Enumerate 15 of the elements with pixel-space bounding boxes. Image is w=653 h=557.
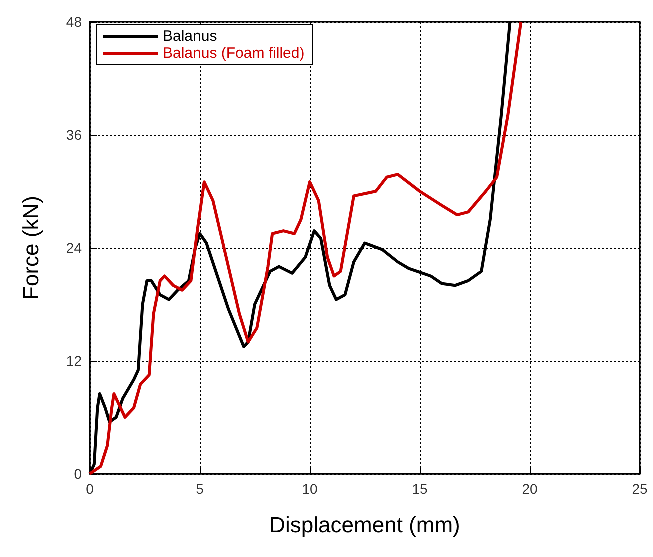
y-tick-label: 48 (66, 14, 82, 30)
legend-label: Balanus (Foam filled) (163, 45, 305, 62)
y-tick-label: 36 (66, 127, 82, 143)
y-tick-label: 12 (66, 353, 82, 369)
x-tick-label: 25 (632, 481, 648, 497)
legend-label: Balanus (163, 28, 218, 45)
y-tick-label: 24 (66, 240, 82, 256)
y-tick-label: 0 (74, 466, 82, 482)
x-tick-label: 5 (196, 481, 204, 497)
x-tick-label: 15 (412, 481, 428, 497)
x-axis-title: Displacement (mm) (270, 512, 460, 538)
x-tick-label: 10 (302, 481, 318, 497)
y-axis-title: Force (kN) (18, 196, 44, 300)
x-tick-label: 0 (86, 481, 94, 497)
x-tick-label: 20 (522, 481, 538, 497)
